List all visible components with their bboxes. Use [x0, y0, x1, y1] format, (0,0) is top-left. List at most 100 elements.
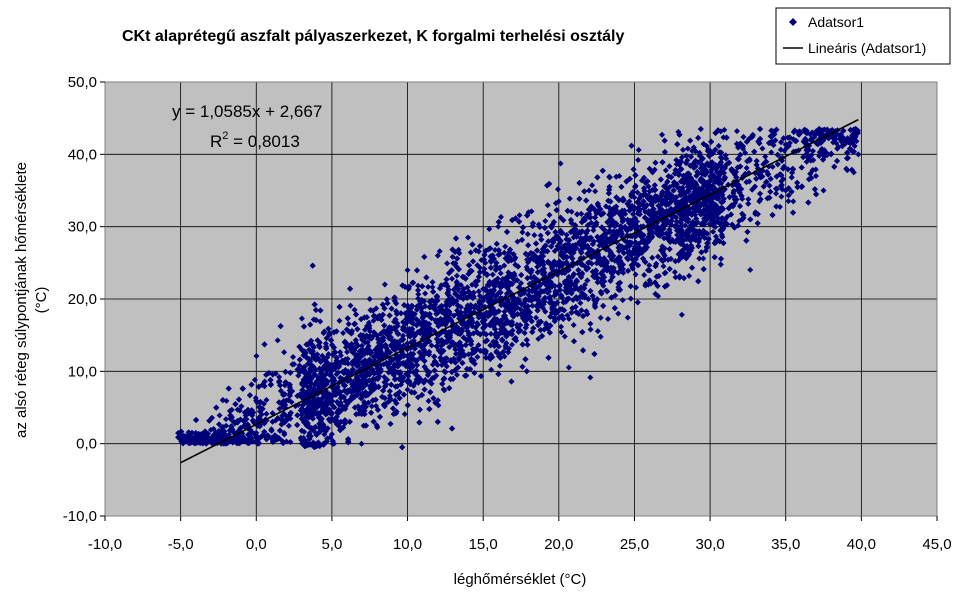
data-point [745, 196, 752, 203]
data-point [587, 374, 594, 381]
data-point [455, 287, 462, 294]
data-point [565, 315, 572, 322]
data-point [557, 160, 564, 167]
data-point [539, 304, 546, 311]
data-point [492, 246, 499, 253]
data-point [216, 421, 223, 428]
data-point [566, 195, 573, 202]
data-point [542, 217, 549, 224]
data-point [337, 349, 344, 356]
data-point [516, 212, 523, 219]
data-point [683, 152, 690, 159]
data-point [234, 406, 241, 413]
data-point [778, 139, 785, 146]
data-point [646, 262, 653, 269]
data-point [501, 308, 508, 315]
data-point [594, 328, 601, 335]
data-point [615, 310, 622, 317]
data-point [489, 271, 496, 278]
data-point [531, 232, 538, 239]
data-point [253, 353, 260, 360]
data-point [216, 412, 223, 419]
data-point [524, 231, 531, 238]
data-point [415, 291, 422, 298]
data-point [600, 282, 607, 289]
data-point [444, 260, 451, 267]
data-point [565, 364, 572, 371]
data-point [710, 228, 717, 235]
data-point [404, 386, 411, 393]
data-point [508, 341, 515, 348]
data-point [358, 342, 365, 349]
data-point [619, 297, 626, 304]
data-point [592, 188, 599, 195]
data-point [365, 343, 372, 350]
data-point [497, 362, 504, 369]
data-point [740, 145, 747, 152]
data-point [627, 295, 634, 302]
data-point [469, 281, 476, 288]
data-point [773, 190, 780, 197]
data-point [664, 178, 671, 185]
data-point [487, 330, 494, 337]
data-point [344, 348, 351, 355]
data-point [222, 416, 229, 423]
data-point [769, 163, 776, 170]
data-point [768, 149, 775, 156]
data-point [554, 186, 561, 193]
data-point [558, 323, 565, 330]
data-point [645, 183, 652, 190]
data-point [577, 299, 584, 306]
data-point [660, 263, 667, 270]
data-point [546, 211, 553, 218]
data-point [785, 198, 792, 205]
data-point [415, 287, 422, 294]
data-point [414, 394, 421, 401]
data-point [425, 283, 432, 290]
data-point [649, 254, 656, 261]
data-point [345, 320, 352, 327]
data-point [452, 346, 459, 353]
data-point [521, 329, 528, 336]
data-point [661, 270, 668, 277]
data-point [597, 314, 604, 321]
data-point [474, 354, 481, 361]
data-point [785, 192, 792, 199]
data-point [641, 272, 648, 279]
data-point [747, 266, 754, 273]
data-point [498, 213, 505, 220]
data-point [328, 431, 335, 438]
data-point [468, 358, 475, 365]
data-point [422, 290, 429, 297]
data-point [386, 392, 393, 399]
data-point [475, 342, 482, 349]
data-point [542, 308, 549, 315]
data-point [502, 243, 509, 250]
data-point [680, 146, 687, 153]
data-point [425, 398, 432, 405]
data-point [449, 275, 456, 282]
data-point [537, 232, 544, 239]
data-point [263, 397, 270, 404]
data-point [340, 329, 347, 336]
data-point [563, 231, 570, 238]
data-point [429, 279, 436, 286]
data-point [700, 255, 707, 262]
data-point [519, 229, 526, 236]
data-point [587, 320, 594, 327]
data-point [497, 270, 504, 277]
data-point [529, 302, 536, 309]
data-point [535, 335, 542, 342]
data-point [589, 182, 596, 189]
data-point [436, 248, 443, 255]
data-point [489, 252, 496, 259]
data-point [415, 282, 422, 289]
data-point [471, 370, 478, 377]
data-point [290, 354, 297, 361]
data-point [274, 337, 281, 344]
data-point [401, 411, 408, 418]
data-point [587, 326, 594, 333]
data-point [709, 159, 716, 166]
data-point [434, 397, 441, 404]
